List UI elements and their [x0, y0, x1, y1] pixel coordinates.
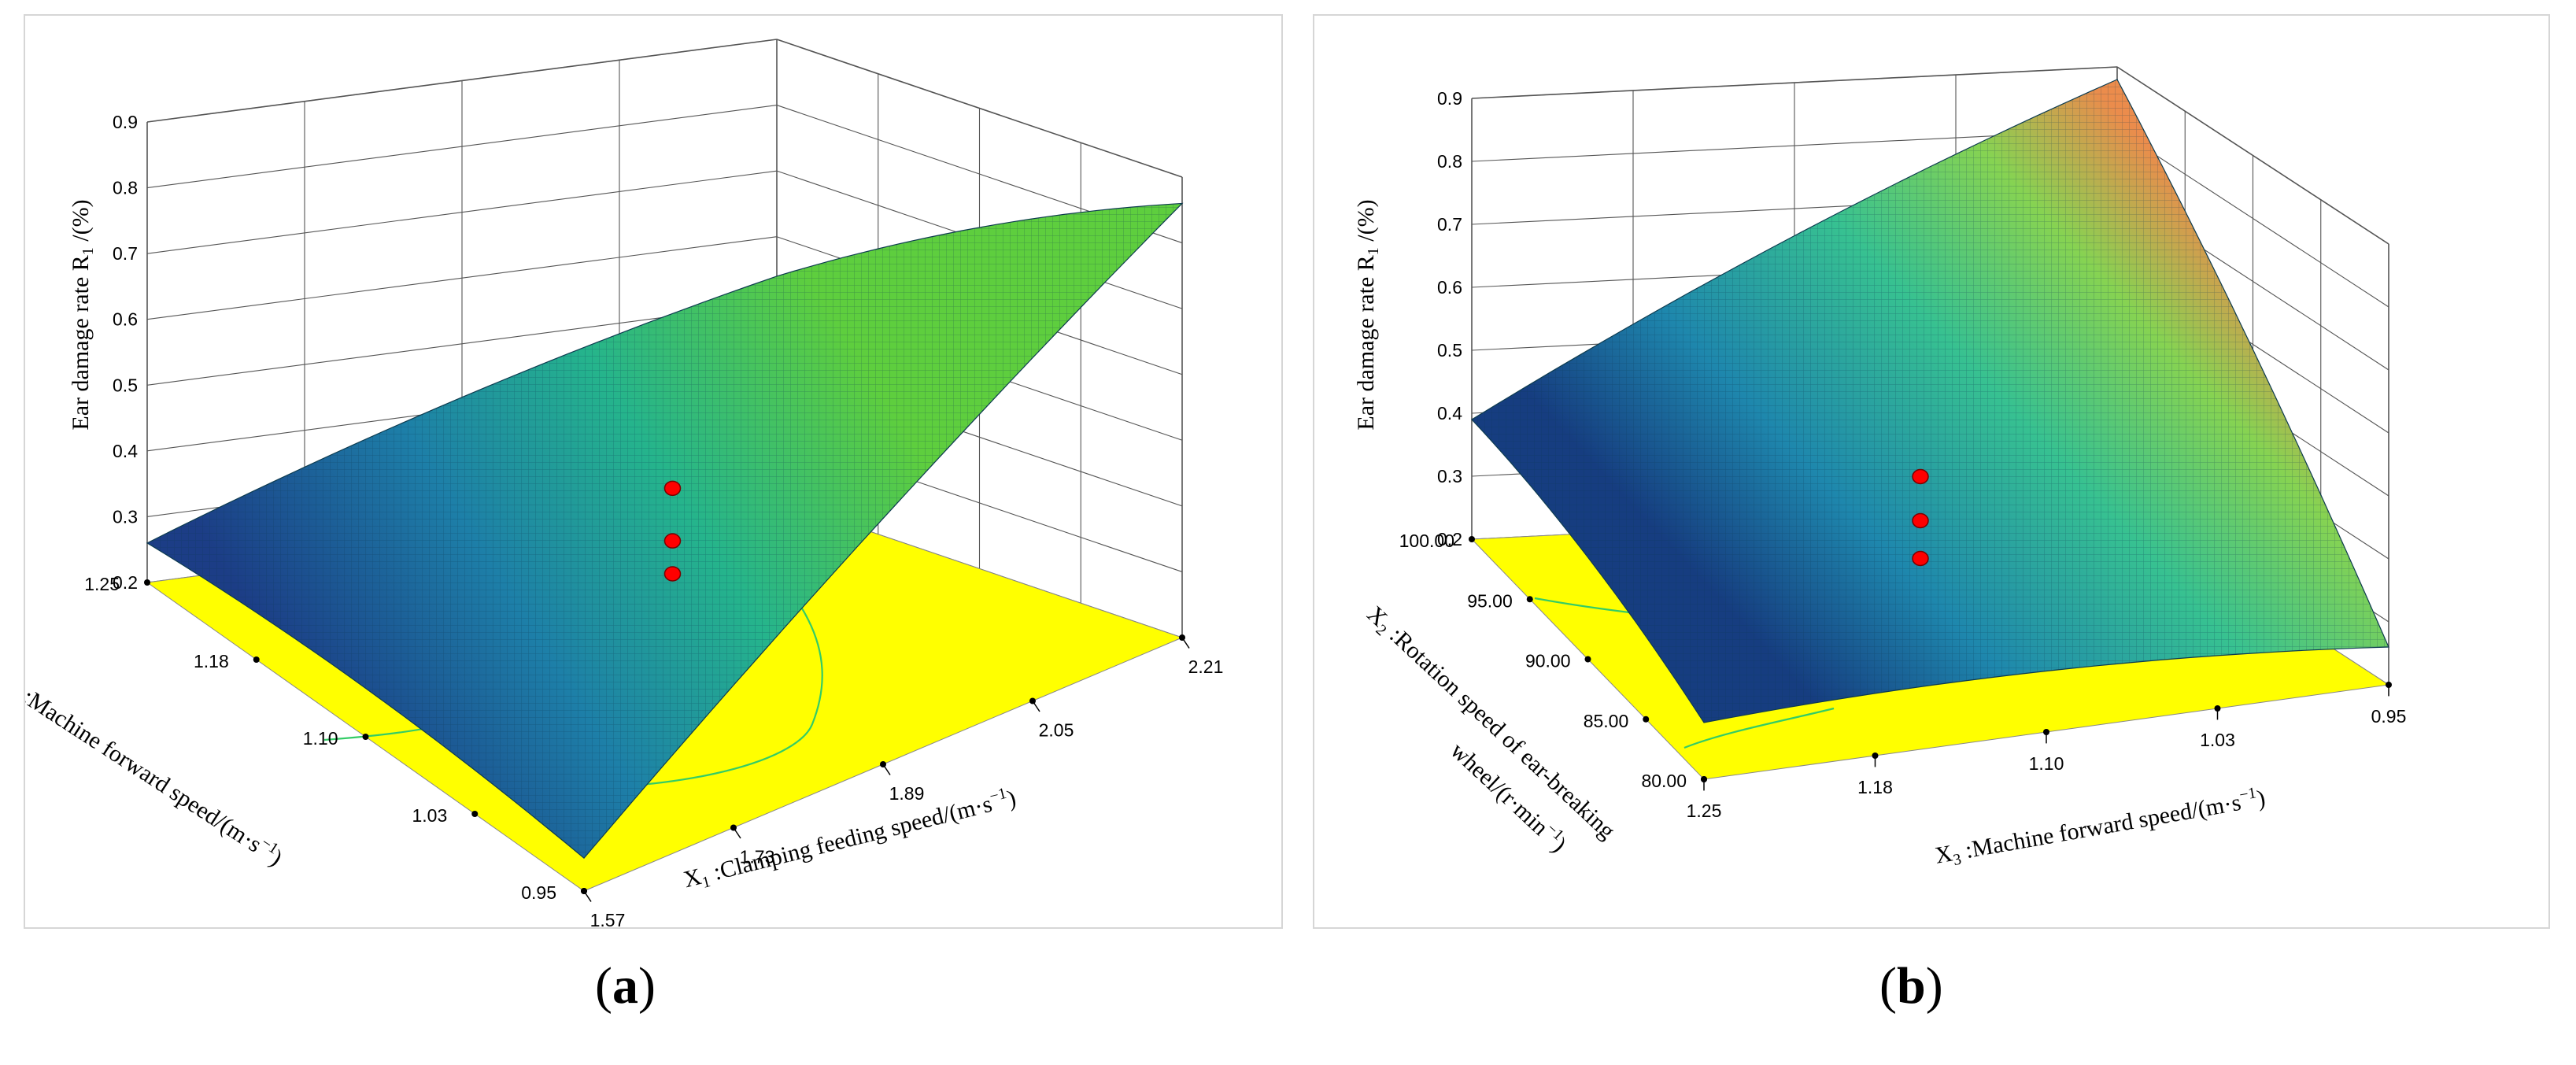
z-tick-labels-a: 0.2 0.3 0.4 0.5 0.6 0.7 0.8 0.9: [113, 112, 138, 593]
y-tick-label: 85.00: [1584, 711, 1629, 731]
surface-mesh-a: [147, 203, 1182, 859]
surface-mesh-b: [1472, 80, 2389, 723]
x-tick-label: 2.21: [1188, 656, 1224, 677]
contour-line: [1683, 707, 1835, 749]
y-tick-label: 1.03: [412, 805, 447, 826]
design-point: [1912, 512, 1929, 529]
z-tick-label: 0.7: [1437, 214, 1462, 235]
z-tick-label: 0.4: [1437, 403, 1462, 423]
z-tick-label: 0.4: [113, 441, 138, 461]
z-axis-label-a: Ear damage rate R1 /(%): [68, 199, 97, 430]
y-tick-label: 1.18: [194, 651, 229, 671]
x-axis-label-b: X3 :Machine forward speed/(m·s−1): [1933, 783, 2268, 872]
z-tick-label: 0.8: [1437, 151, 1462, 172]
design-point: [663, 480, 682, 497]
design-point: [663, 533, 682, 549]
y-tick-label: 1.25: [84, 574, 120, 594]
x-tick-labels-b: 1.25 1.18 1.10 1.03 0.95: [1687, 682, 2407, 821]
x-tick-label: 1.73: [740, 847, 775, 867]
y-axis-label-a: X3 :Machine forward speed/(m·s−1): [25, 665, 288, 874]
z-tick-label: 0.6: [113, 309, 138, 330]
x-tick-label: 2.05: [1039, 720, 1074, 741]
design-point: [1912, 550, 1929, 567]
z-tick-labels-b: 0.2 0.3 0.4 0.5 0.6 0.7 0.8 0.9: [1437, 88, 1462, 549]
z-tick-label: 0.5: [113, 375, 138, 395]
y-tick-labels-a: 0.95 1.03 1.10 1.18 1.25: [84, 574, 587, 903]
z-tick-label: 0.6: [1437, 277, 1462, 298]
design-point: [663, 566, 682, 582]
z-tick-label: 0.2: [1437, 529, 1462, 549]
y-tick-label: 1.10: [303, 728, 338, 749]
y-tick-label: 0.95: [521, 882, 556, 903]
z-tick-label: 0.7: [113, 243, 138, 264]
chart-panel-b: 0.2 0.3 0.4 0.5 0.6 0.7 0.8 0.9 1.25 1.18 1.10 1.0…: [1313, 14, 2550, 929]
z-tick-label: 0.5: [1437, 340, 1462, 361]
chart-panel-a: 0.2 0.3 0.4 0.5 0.6 0.7 0.8 0.9 1.57 1.73 1.89 2.0…: [24, 14, 1283, 930]
caption-a: (a): [595, 957, 656, 1015]
design-points-a: [663, 480, 682, 582]
y-tick-label: 80.00: [1641, 771, 1687, 791]
surface-plot-b: 0.2 0.3 0.4 0.5 0.6 0.7 0.8 0.9 1.25 1.18 1.10 1.0…: [1353, 66, 2407, 872]
z-tick-label: 0.2: [113, 572, 138, 593]
x-tick-labels-a: 1.57 1.73 1.89 2.05 2.21: [581, 634, 1223, 930]
x-tick-label: 1.25: [1687, 801, 1722, 821]
design-points-b: [1912, 468, 1929, 567]
x-tick-label: 1.57: [590, 910, 626, 930]
y-tick-label: 90.00: [1525, 651, 1571, 671]
x-tick-label: 1.89: [889, 783, 925, 804]
z-tick-label: 0.9: [113, 112, 138, 132]
y-tick-label: 95.00: [1467, 590, 1513, 611]
z-tick-label: 0.9: [1437, 88, 1462, 109]
z-tick-label: 0.8: [113, 178, 138, 198]
y-tick-label: 100.00: [1399, 531, 1454, 551]
x-tick-label: 1.03: [2200, 730, 2235, 750]
caption-b: (b): [1879, 957, 1943, 1015]
z-axis-label-b: Ear damage rate R1 /(%): [1353, 199, 1382, 430]
y-tick-labels-b: 80.00 85.00 90.00 95.00 100.00: [1399, 531, 1707, 791]
z-tick-label: 0.3: [113, 506, 138, 527]
x-tick-label: 0.95: [2371, 706, 2407, 727]
x-tick-label: 1.10: [2029, 753, 2064, 774]
x-tick-label: 1.18: [1857, 777, 1893, 797]
design-point: [1912, 468, 1929, 485]
z-tick-label: 0.3: [1437, 466, 1462, 486]
surface-plot-a: 0.2 0.3 0.4 0.5 0.6 0.7 0.8 0.9 1.57 1.73 1.89 2.0…: [25, 39, 1223, 930]
